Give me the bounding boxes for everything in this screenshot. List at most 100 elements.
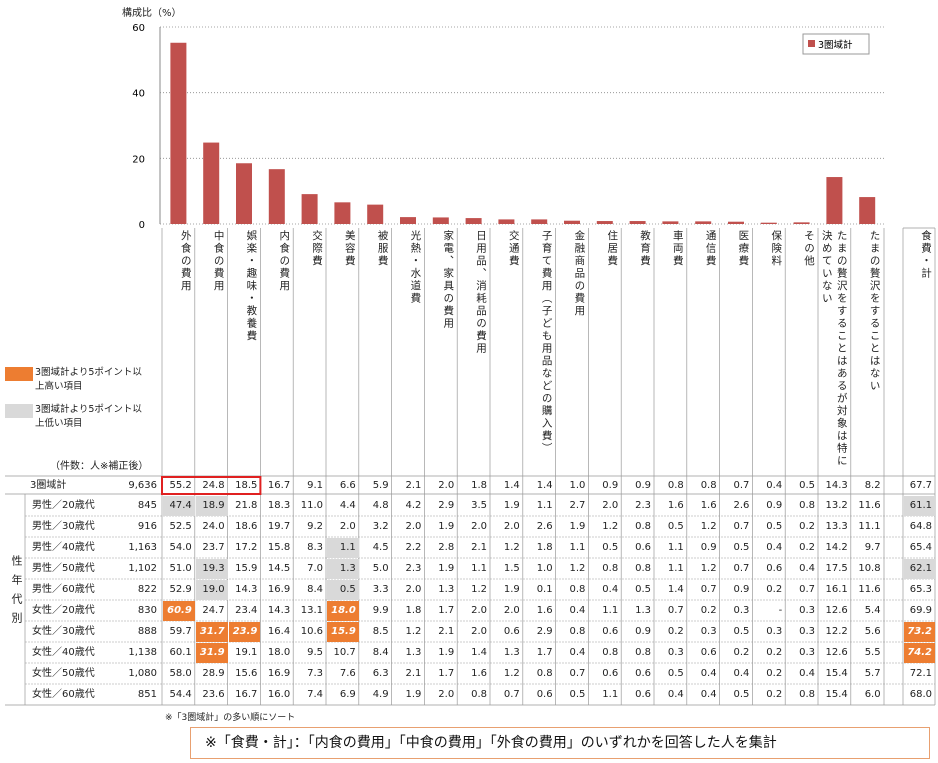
cell-value: 2.1 <box>471 542 487 553</box>
cell-value: 18.3 <box>267 500 291 511</box>
column-header: 車両費 <box>671 230 684 268</box>
cell-value: 10.8 <box>858 563 881 574</box>
cell-value: 8.5 <box>372 626 389 637</box>
cell-value: 0.4 <box>667 689 684 700</box>
cell-value: 9.9 <box>372 605 389 616</box>
cell-value: 1.6 <box>700 500 717 511</box>
cell-value: 2.1 <box>405 480 422 491</box>
cell-value: 1.2 <box>405 626 422 637</box>
bar <box>498 219 515 224</box>
cell-value: 1.1 <box>667 563 684 574</box>
cell-value: 14.2 <box>825 542 848 553</box>
bar <box>826 177 843 224</box>
cell-value: 51.0 <box>169 563 192 574</box>
cell-value: 1.4 <box>471 647 487 658</box>
cell-value: 0.2 <box>766 689 783 700</box>
cell-value: 1.9 <box>405 689 422 700</box>
cell-value: 0.3 <box>799 626 815 637</box>
cell-value: 0.3 <box>799 647 815 658</box>
row-n: 916 <box>137 521 157 532</box>
row-label: 女性／60歳代 <box>32 689 95 700</box>
cell-value: 1.8 <box>536 542 553 553</box>
cell-value: 19.1 <box>235 647 258 658</box>
cell-value: 0.8 <box>799 500 815 511</box>
cell-value: 28.9 <box>202 668 225 679</box>
cell-value: 2.0 <box>339 521 356 532</box>
cell-value: 1.2 <box>503 668 520 679</box>
cell-value: 8.4 <box>307 584 323 595</box>
cell-value: 1.1 <box>471 563 487 574</box>
cell-value: 0.7 <box>733 480 750 491</box>
cell-value: 16.7 <box>235 689 258 700</box>
column-header: 交際費 <box>310 230 323 268</box>
cell-value: 2.0 <box>438 480 455 491</box>
cell-value: 72.1 <box>909 668 932 679</box>
bar <box>236 163 252 224</box>
cell-value: 0.2 <box>733 647 750 658</box>
cell-value: 15.4 <box>825 668 848 679</box>
cell-value: 0.5 <box>733 542 750 553</box>
cell-value: 1.5 <box>503 563 520 574</box>
row-label: 女性／20歳代 <box>32 605 95 616</box>
cell-value: 1.0 <box>536 563 553 574</box>
cell-value: 0.4 <box>733 668 750 679</box>
cell-value: 2.3 <box>635 500 651 511</box>
cell-value: 7.4 <box>307 689 323 700</box>
cell-value: 2.0 <box>438 689 455 700</box>
cell-value: 60.9 <box>163 601 195 621</box>
cell-value: 0.1 <box>536 584 553 595</box>
cell-value: 0.2 <box>766 584 783 595</box>
cell-value: 74.2 <box>904 643 935 663</box>
cell-value: 18.6 <box>235 521 258 532</box>
cell-value: 10.6 <box>300 626 323 637</box>
bar <box>662 221 679 224</box>
cell-value: 10.7 <box>333 647 356 658</box>
cell-value: 0.3 <box>799 605 815 616</box>
cell-value: 23.6 <box>202 689 225 700</box>
cell-value: 54.4 <box>169 689 192 700</box>
cell-value: 2.0 <box>405 584 422 595</box>
row-n: 1,102 <box>128 563 157 574</box>
cell-value: 1.2 <box>700 563 717 574</box>
cell-value: 1.6 <box>536 605 553 616</box>
cell-value: 0.2 <box>799 542 815 553</box>
bar <box>400 217 416 224</box>
cell-value: 8.3 <box>307 542 323 553</box>
cell-value: 0.6 <box>635 668 651 679</box>
cell-value: 17.5 <box>825 563 848 574</box>
bar <box>596 221 613 224</box>
cell-value: 0.8 <box>536 668 553 679</box>
cell-value: 16.7 <box>267 480 291 491</box>
row-label: 女性／40歳代 <box>32 647 95 658</box>
cell-value: 0.6 <box>700 647 717 658</box>
cell-value: 5.0 <box>372 563 389 574</box>
cell-value: 11.1 <box>858 521 881 532</box>
column-header: 光熱・水道費 <box>409 230 422 305</box>
cell-value: 0.5 <box>667 668 684 679</box>
cell-value: 0.6 <box>536 689 553 700</box>
cell-value: 0.5 <box>569 689 586 700</box>
cell-value: 0.6 <box>766 563 783 574</box>
cell-value: 0.7 <box>569 668 586 679</box>
cell-value: 1.4 <box>503 480 520 491</box>
cell-value: 13.1 <box>300 605 323 616</box>
cell-value: - <box>778 605 783 616</box>
y-tick-label: 20 <box>132 154 145 165</box>
cell-value: 2.0 <box>602 500 619 511</box>
cell-value: 3.5 <box>471 500 487 511</box>
row-label: 男性／50歳代 <box>32 563 95 574</box>
cell-value: 73.2 <box>904 622 935 642</box>
cell-value: 12.6 <box>825 605 848 616</box>
cell-value: 16.4 <box>267 626 291 637</box>
cell-value: 2.1 <box>405 668 422 679</box>
cell-value: 4.8 <box>372 500 389 511</box>
column-header: 子育て費用（子ども用品などの購入費） <box>540 230 553 455</box>
bar <box>629 221 646 224</box>
row-n: 888 <box>137 626 157 637</box>
cell-value: 68.0 <box>909 689 932 700</box>
cell-value: 18.9 <box>195 496 228 516</box>
cell-value: 23.7 <box>202 542 225 553</box>
bar <box>859 197 876 224</box>
cell-value: 2.7 <box>569 500 586 511</box>
cell-value: 14.5 <box>267 563 291 574</box>
